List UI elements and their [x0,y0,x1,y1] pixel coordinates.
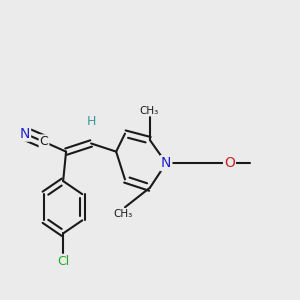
Text: H: H [87,115,96,128]
Text: CH₃: CH₃ [114,209,133,219]
Text: N: N [20,127,30,141]
Text: N: N [161,156,171,170]
Text: CH₃: CH₃ [139,106,158,116]
Text: Cl: Cl [57,255,69,268]
Text: C: C [40,135,48,148]
Text: O: O [224,156,235,170]
